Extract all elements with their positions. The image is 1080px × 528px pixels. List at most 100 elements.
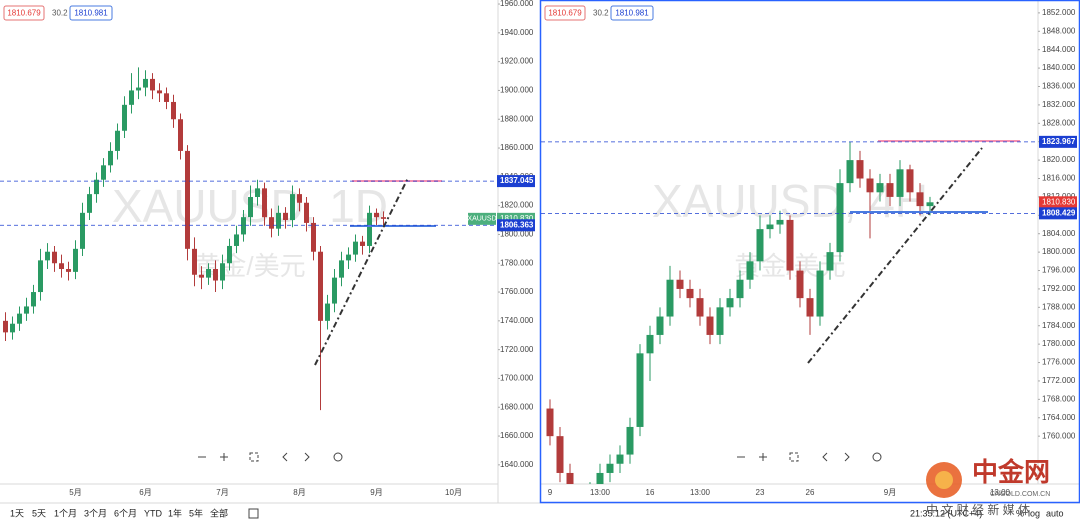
y-tick-label: 1780.000 xyxy=(1042,339,1076,348)
y-tick-label: 1792.000 xyxy=(1042,284,1076,293)
candle-body xyxy=(227,245,232,264)
y-tick-label: 1776.000 xyxy=(1042,358,1076,367)
candle-body xyxy=(816,270,824,317)
y-tick-label: 1764.000 xyxy=(1042,413,1076,422)
zoom-in[interactable] xyxy=(759,453,767,461)
candle-body xyxy=(206,269,211,278)
candle-body xyxy=(626,426,634,455)
range-button[interactable]: 1个月 xyxy=(54,508,77,518)
fullscreen[interactable] xyxy=(789,452,799,462)
scroll-left[interactable] xyxy=(822,452,828,462)
y-tick-label: 1804.000 xyxy=(1042,229,1076,238)
log-toggle[interactable]: log xyxy=(1028,508,1040,518)
candle-body xyxy=(304,202,309,223)
spread: 30.2 xyxy=(593,9,609,18)
range-button[interactable]: 6个月 xyxy=(114,508,137,518)
fullscreen[interactable] xyxy=(249,452,259,462)
scroll-right[interactable] xyxy=(304,452,310,462)
y-tick-label: 1680.000 xyxy=(500,402,534,411)
reset[interactable] xyxy=(872,452,882,462)
bid-box xyxy=(3,5,45,21)
range-button[interactable]: YTD xyxy=(144,508,163,518)
candle-body xyxy=(596,472,604,484)
range-button[interactable]: 5天 xyxy=(32,508,46,518)
last-price-label: 1810.830 xyxy=(1042,197,1076,206)
candle-body xyxy=(3,320,8,333)
candle-body xyxy=(696,298,704,317)
plot xyxy=(3,67,386,411)
candle-body xyxy=(766,224,774,230)
date-range-icon[interactable] xyxy=(248,508,259,519)
x-tick-label: 13:00 xyxy=(990,488,1011,497)
candle-body xyxy=(374,212,379,218)
range-button[interactable]: 5年 xyxy=(189,507,203,518)
last-price-label: 1810.830 xyxy=(500,214,534,223)
candle-body xyxy=(66,269,71,272)
range-button[interactable]: 3个月 xyxy=(84,508,107,518)
y-tick-label: 1760.000 xyxy=(500,287,534,296)
candle-body xyxy=(276,212,281,229)
y-tick-label: 1828.000 xyxy=(1042,118,1076,127)
candle-body xyxy=(360,241,365,246)
candle-body xyxy=(143,78,148,88)
candle-body xyxy=(646,334,654,354)
candle-body xyxy=(736,279,744,299)
x-tick-label: 26 xyxy=(806,488,815,497)
candle-body xyxy=(192,248,197,275)
zoom-in[interactable] xyxy=(220,453,228,461)
range-button[interactable]: 1天 xyxy=(10,508,24,518)
candle-body xyxy=(255,188,260,197)
candle-body xyxy=(666,279,674,317)
candle-body xyxy=(157,90,162,94)
y-tick-label: 1860.000 xyxy=(500,143,534,152)
scroll-right[interactable] xyxy=(844,452,850,462)
candle-body xyxy=(876,183,884,193)
candle-body xyxy=(234,234,239,246)
candle-body xyxy=(367,212,372,246)
ask: 1810.981 xyxy=(615,9,649,18)
price-line-label: 1806.363 xyxy=(500,220,534,229)
scroll-left[interactable] xyxy=(282,452,288,462)
candle-body xyxy=(24,306,29,314)
candle-body xyxy=(31,292,36,307)
price-line-label: 1837.045 xyxy=(500,176,534,185)
candle-body xyxy=(353,241,358,255)
candle-body xyxy=(318,251,323,321)
candle-body xyxy=(726,298,734,308)
ask: 1810.981 xyxy=(74,9,108,18)
candle-body xyxy=(866,178,874,193)
y-tick-label: 1848.000 xyxy=(1042,26,1076,35)
candle-body xyxy=(248,196,253,218)
reset[interactable] xyxy=(333,452,343,462)
candle-body xyxy=(87,194,92,213)
y-tick-label: 1820.000 xyxy=(1042,155,1076,164)
candle-body xyxy=(636,353,644,427)
candle-body xyxy=(325,303,330,321)
range-button[interactable]: 1年 xyxy=(168,507,182,518)
last-price-box xyxy=(1039,196,1077,209)
candle-body xyxy=(262,188,267,218)
y-tick-label: 1800.000 xyxy=(1042,247,1076,256)
percent-toggle[interactable]: % xyxy=(1016,508,1024,518)
bid: 1810.679 xyxy=(7,9,41,18)
y-tick-label: 1960.000 xyxy=(500,0,534,8)
watermark-subtitle: 黄金/美元 xyxy=(194,251,305,281)
range-button[interactable]: 全部 xyxy=(210,507,228,518)
candle-body xyxy=(716,307,724,335)
price-line-box xyxy=(1039,207,1077,220)
candle-body xyxy=(17,313,22,324)
candle-body xyxy=(806,298,814,317)
candle-body xyxy=(846,160,854,184)
candle-body xyxy=(746,261,754,280)
candle-body xyxy=(346,254,351,261)
y-tick-label: 1720.000 xyxy=(500,345,534,354)
y-tick-label: 1940.000 xyxy=(500,28,534,37)
y-tick-label: 1900.000 xyxy=(500,86,534,95)
candle-body xyxy=(290,194,295,221)
y-tick-label: 1788.000 xyxy=(1042,302,1076,311)
candle-body xyxy=(796,270,804,299)
auto-toggle[interactable]: auto xyxy=(1046,508,1064,518)
candle-body xyxy=(178,119,183,151)
price-line-label: 1823.967 xyxy=(1042,137,1076,146)
